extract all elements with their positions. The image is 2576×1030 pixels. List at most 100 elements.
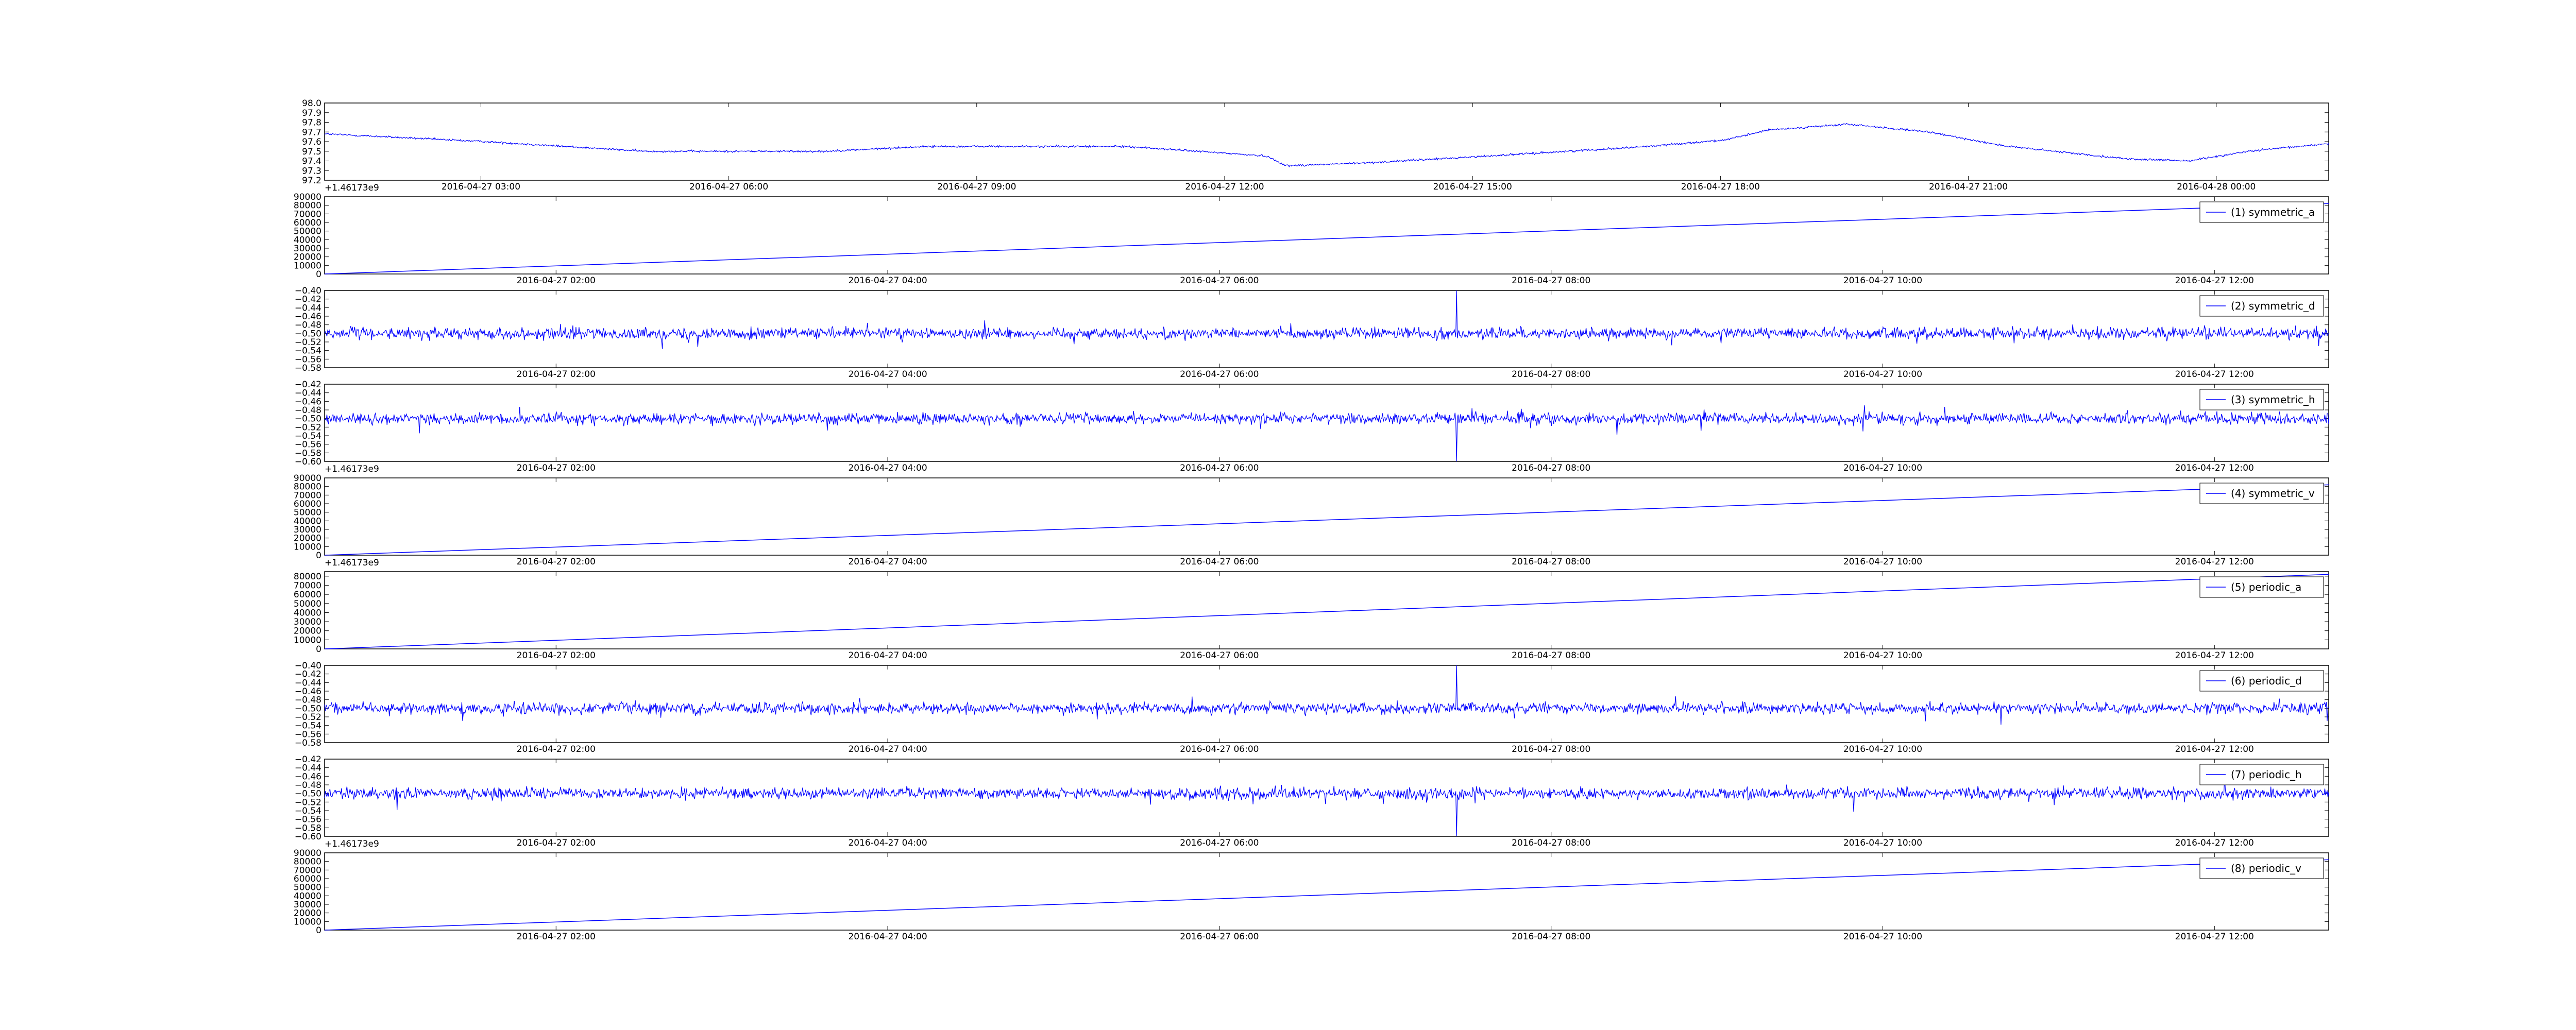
x-tick-label: 2016-04-27 10:00 [1843, 650, 1922, 661]
y-tick-label: 97.2 [302, 176, 321, 186]
x-tick-label: 2016-04-27 10:00 [1843, 463, 1922, 473]
x-tick-label: 2016-04-27 04:00 [848, 463, 927, 473]
y-tick-label: 60000 [294, 218, 321, 228]
chart-panel-3: −0.60−0.58−0.56−0.54−0.52−0.50−0.48−0.46… [295, 380, 2329, 474]
x-tick-label: 2016-04-27 12:00 [2175, 369, 2254, 380]
x-tick-label: 2016-04-27 02:00 [517, 276, 596, 286]
series-line [324, 776, 2329, 837]
y-tick-label: 90000 [294, 473, 321, 484]
y-tick-label: −0.54 [295, 346, 321, 356]
offset-text: +1.46173e9 [325, 464, 379, 474]
x-tick-label: 2016-04-27 08:00 [1512, 932, 1590, 942]
y-tick-label: 80000 [294, 201, 321, 211]
x-tick-label: 2016-04-27 08:00 [1512, 744, 1590, 754]
legend: (5) periodic_a [2199, 576, 2324, 598]
x-tick-label: 2016-04-27 02:00 [517, 463, 596, 473]
chart-panel-6: −0.58−0.56−0.54−0.52−0.50−0.48−0.46−0.44… [295, 661, 2329, 754]
x-tick-label: 2016-04-27 12:00 [2175, 557, 2254, 567]
y-tick-label: −0.44 [295, 678, 321, 688]
y-tick-label: 50000 [294, 227, 321, 237]
x-tick-label: 2016-04-27 03:00 [442, 182, 520, 192]
x-tick-label: 2016-04-27 02:00 [517, 557, 596, 567]
plot-area [324, 665, 2329, 743]
y-tick-label: −0.54 [295, 721, 321, 731]
y-tick-label: 40000 [294, 516, 321, 526]
y-tick-label: 0 [316, 269, 321, 280]
series-line [324, 665, 2329, 725]
y-tick-label: −0.56 [295, 354, 321, 365]
x-tick-label: 2016-04-27 10:00 [1843, 276, 1922, 286]
x-tick-label: 2016-04-28 00:00 [2177, 182, 2256, 192]
x-tick-label: 2016-04-27 04:00 [848, 557, 927, 567]
y-tick-label: 40000 [294, 608, 321, 618]
x-tick-label: 2016-04-27 06:00 [1180, 276, 1259, 286]
y-tick-label: −0.40 [295, 286, 321, 296]
y-tick-label: 60000 [294, 499, 321, 509]
y-tick-label: 20000 [294, 534, 321, 544]
y-tick-label: 0 [316, 925, 321, 936]
y-tick-label: −0.50 [295, 789, 321, 799]
legend-label: (2) symmetric_d [2231, 300, 2315, 312]
plot-area [324, 384, 2329, 462]
legend-label: (8) periodic_v [2231, 862, 2301, 874]
x-tick-label: 2016-04-27 21:00 [1929, 182, 2008, 192]
x-tick-label: 2016-04-27 04:00 [848, 650, 927, 661]
plot-area [324, 571, 2329, 649]
x-tick-label: 2016-04-27 04:00 [848, 838, 927, 848]
y-tick-label: −0.48 [295, 320, 321, 331]
x-tick-label: 2016-04-27 04:00 [848, 744, 927, 754]
series-line [324, 405, 2329, 462]
series-line [324, 859, 2329, 931]
y-tick-label: 97.9 [302, 108, 321, 118]
chart-panel-8: 0100002000030000400005000060000700008000… [294, 848, 2329, 942]
legend-label: (5) periodic_a [2231, 581, 2301, 593]
legend: (8) periodic_v [2199, 857, 2324, 879]
y-tick-label: 97.3 [302, 166, 321, 176]
series-line [324, 574, 2329, 649]
y-tick-label: −0.44 [295, 303, 321, 313]
y-tick-label: −0.48 [295, 405, 321, 416]
y-tick-label: −0.52 [295, 422, 321, 433]
offset-text: +1.46173e9 [325, 558, 379, 568]
x-tick-label: 2016-04-27 06:00 [1180, 838, 1259, 848]
plot-area [324, 196, 2329, 274]
plot-area [324, 477, 2329, 556]
x-tick-label: 2016-04-27 09:00 [937, 182, 1016, 192]
y-tick-label: 30000 [294, 525, 321, 535]
y-tick-label: −0.42 [295, 670, 321, 680]
x-tick-label: 2016-04-27 12:00 [2175, 650, 2254, 661]
y-tick-label: 98.0 [302, 98, 321, 109]
legend: (6) periodic_d [2199, 670, 2324, 692]
legend-label: (4) symmetric_v [2231, 487, 2315, 500]
x-tick-label: 2016-04-27 10:00 [1843, 932, 1922, 942]
y-tick-label: −0.52 [295, 337, 321, 348]
y-tick-label: 97.5 [302, 147, 321, 157]
y-tick-label: 30000 [294, 900, 321, 910]
x-tick-label: 2016-04-27 06:00 [1180, 557, 1259, 567]
x-tick-label: 2016-04-27 10:00 [1843, 369, 1922, 380]
y-tick-label: 0 [316, 644, 321, 655]
y-tick-label: 10000 [294, 261, 321, 271]
x-tick-label: 2016-04-27 08:00 [1512, 557, 1590, 567]
y-tick-label: −0.56 [295, 440, 321, 450]
y-tick-label: −0.58 [295, 823, 321, 833]
series-line [324, 203, 2329, 274]
legend: (4) symmetric_v [2199, 483, 2324, 504]
y-tick-label: −0.58 [295, 738, 321, 748]
y-tick-label: −0.40 [295, 661, 321, 671]
offset-text: +1.46173e9 [325, 839, 379, 849]
series-line [324, 290, 2329, 349]
y-tick-label: −0.46 [295, 397, 321, 407]
x-tick-label: 2016-04-27 02:00 [517, 650, 596, 661]
chart-panel-1: 0100002000030000400005000060000700008000… [294, 192, 2329, 286]
y-tick-label: −0.50 [295, 703, 321, 714]
y-tick-label: 70000 [294, 580, 321, 591]
y-tick-label: −0.44 [295, 763, 321, 774]
legend-label: (1) symmetric_a [2231, 206, 2315, 218]
y-tick-label: −0.48 [295, 780, 321, 791]
x-tick-label: 2016-04-27 12:00 [1185, 182, 1264, 192]
legend-label: (7) periodic_h [2231, 768, 2302, 781]
legend-box [2199, 201, 2324, 223]
x-tick-label: 2016-04-27 06:00 [1180, 463, 1259, 473]
y-tick-label: −0.42 [295, 380, 321, 390]
